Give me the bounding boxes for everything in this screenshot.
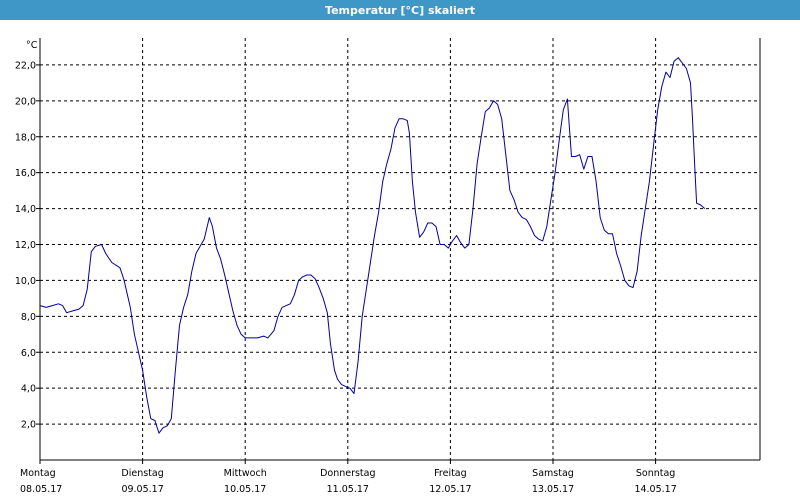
plot-area-frame (39, 38, 761, 461)
x-tick-date-label: 14.05.17 (634, 484, 676, 495)
y-tick-label: 16,0 (15, 168, 36, 179)
chart-title-bar: Temperatur [°C] skaliert (0, 0, 800, 20)
y-tick-labels: 2,0 4,0 6,0 8,0 10,0 12,0 14,0 16,0 18,0 20,0 22,0 (15, 60, 40, 431)
y-tick-label: 6,0 (21, 348, 36, 359)
x-tick-day-label: Samstag (532, 468, 574, 479)
x-tick-day-label: Montag (20, 468, 56, 479)
x-tick-day-label: Donnerstag (320, 468, 375, 479)
x-tick-date-label: 11.05.17 (327, 484, 369, 495)
y-tick-label: 12,0 (15, 240, 36, 251)
x-tick-day-label: Dienstag (121, 468, 163, 479)
x-tick-day-label: Freitag (434, 468, 467, 479)
x-tick-labels: Montag 08.05.17 Dienstag 09.05.17 Mittwoch 10… (20, 460, 677, 495)
y-tick-label: 22,0 (15, 60, 36, 71)
x-tick-day-label: Mittwoch (224, 468, 267, 479)
y-tick-label: 14,0 (15, 204, 36, 215)
x-tick-date-label: 08.05.17 (20, 484, 62, 495)
x-tick-date-label: 12.05.17 (429, 484, 471, 495)
y-axis-unit-label: °C (26, 40, 38, 51)
y-tick-label: 4,0 (21, 384, 36, 395)
x-tick-date-label: 13.05.17 (532, 484, 574, 495)
y-tick-label: 20,0 (15, 96, 36, 107)
chart-title: Temperatur [°C] skaliert (325, 3, 475, 17)
y-tick-label: 2,0 (21, 420, 36, 431)
y-tick-label: 10,0 (15, 276, 36, 287)
x-tick-date-label: 09.05.17 (121, 484, 163, 495)
x-tick-day-label: Sonntag (636, 468, 675, 479)
y-tick-label: 8,0 (21, 312, 36, 323)
temperature-series-line (39, 57, 706, 434)
y-tick-label: 18,0 (15, 132, 36, 143)
series-layer (39, 57, 706, 434)
grid-lines (40, 38, 760, 460)
x-tick-date-label: 10.05.17 (224, 484, 266, 495)
